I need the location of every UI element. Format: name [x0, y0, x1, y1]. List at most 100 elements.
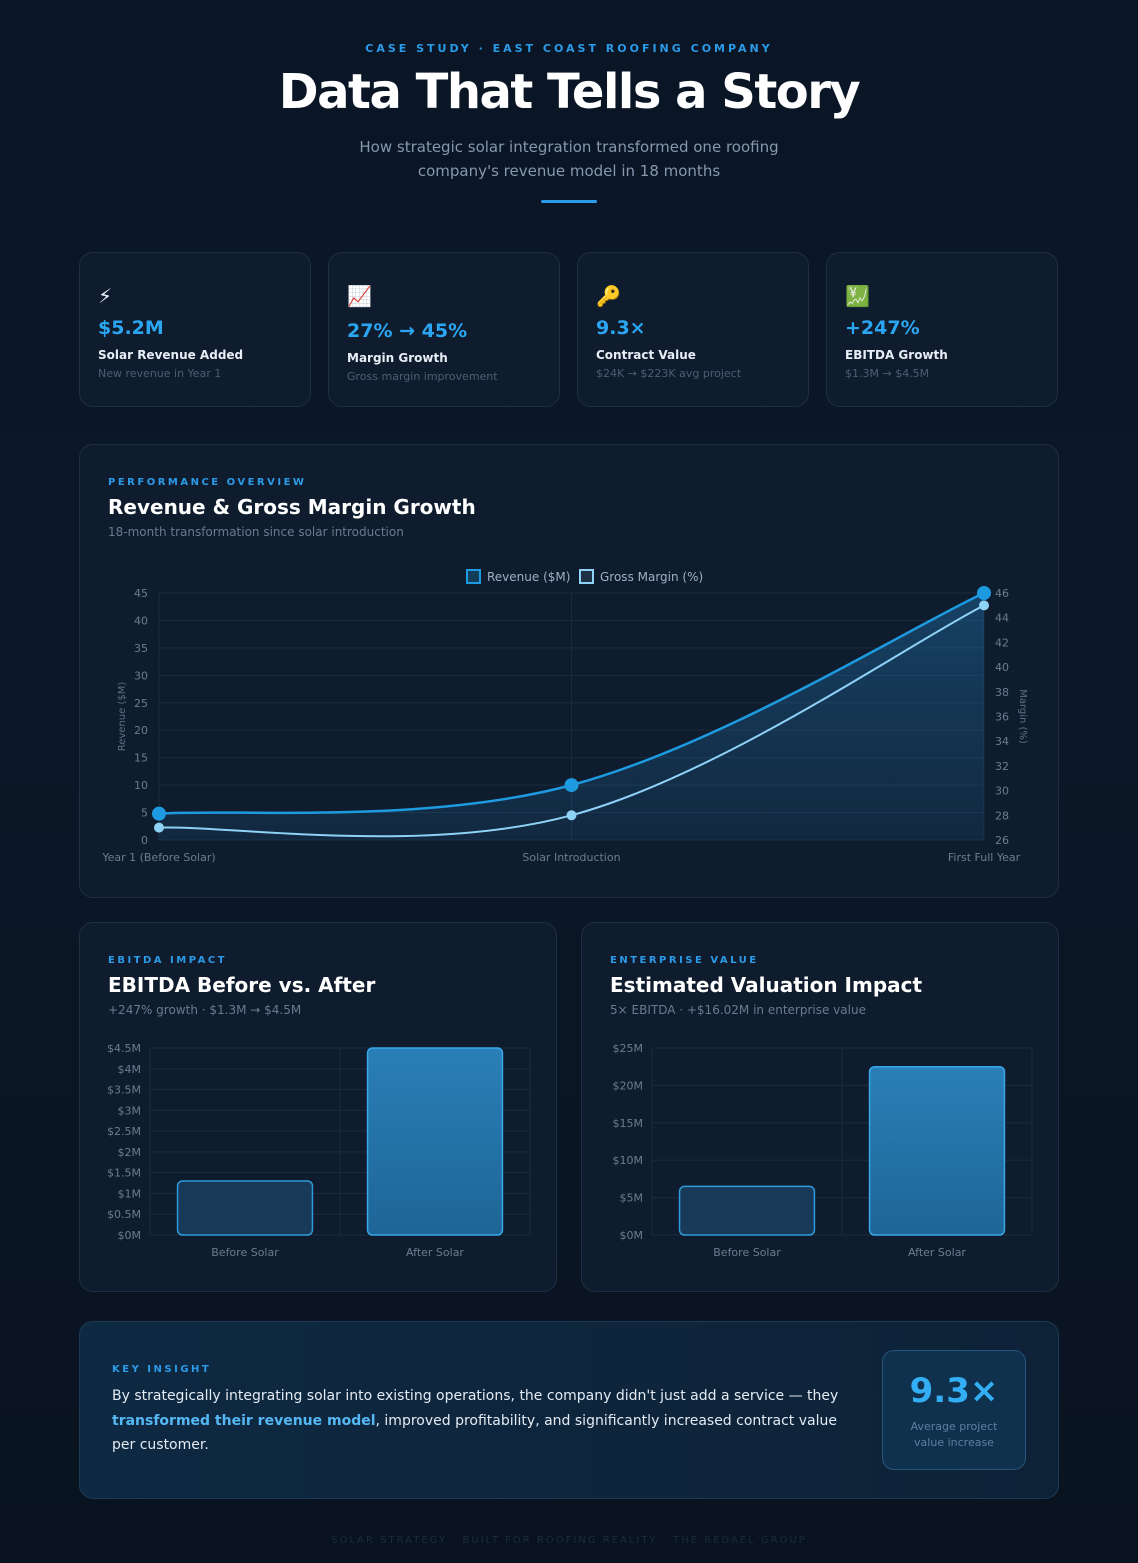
legend-label-revenue: Revenue ($M) [487, 570, 570, 584]
x-tick-label: First Full Year [948, 851, 1021, 864]
stat-label: Contract Value [596, 348, 696, 362]
stat-card-contract-value: 🔑 9.3× Contract Value $24K → $223K avg p… [577, 252, 809, 407]
y-tick-label: 5 [141, 807, 148, 820]
insight-badge: 9.3× Average project value increase [882, 1350, 1026, 1470]
header-divider [541, 200, 597, 203]
y-tick-label: 0 [141, 834, 148, 847]
y2-tick-label: 28 [995, 809, 1009, 822]
y-tick-label: $15M [613, 1117, 644, 1130]
badge-value: 9.3× [909, 1371, 999, 1411]
stat-value: $5.2M [98, 317, 164, 339]
y-tick-label: 10 [134, 779, 148, 792]
revenue-point [564, 778, 579, 793]
key-icon: 🔑 [596, 284, 621, 308]
stat-label: EBITDA Growth [845, 348, 948, 362]
y-tick-label: $4.5M [107, 1042, 141, 1055]
y2-tick-label: 38 [995, 686, 1009, 699]
y2-axis-label: Margin (%) [1017, 689, 1028, 744]
x-tick-label: After Solar [908, 1246, 966, 1259]
y-tick-label: $2M [118, 1146, 142, 1159]
key-insight-card: KEY INSIGHT By strategically integrating… [79, 1321, 1059, 1499]
stat-card-solar-revenue: ⚡ $5.2M Solar Revenue Added New revenue … [79, 252, 311, 407]
y2-tick-label: 34 [995, 735, 1009, 748]
legend-label-margin: Gross Margin (%) [600, 570, 703, 584]
lightning-icon: ⚡ [98, 284, 113, 308]
insight-eyebrow: KEY INSIGHT [112, 1364, 212, 1375]
y-tick-label: 15 [134, 752, 148, 765]
y2-tick-label: 40 [995, 661, 1009, 674]
y-tick-label: $0M [620, 1229, 644, 1242]
y2-tick-label: 26 [995, 834, 1009, 847]
ebitda-card: EBITDA IMPACT EBITDA Before vs. After +2… [79, 922, 557, 1292]
stat-sub: $1.3M → $4.5M [845, 367, 930, 380]
x-tick-label: After Solar [406, 1246, 464, 1259]
insight-highlight: transformed their revenue model [112, 1412, 376, 1429]
margin-point [154, 822, 164, 833]
bar [678, 1185, 816, 1236]
page-subtitle: How strategic solar integration transfor… [359, 138, 779, 180]
y-tick-label: 25 [134, 697, 148, 710]
y-tick-label: $20M [613, 1079, 644, 1092]
y-tick-label: 20 [134, 724, 148, 737]
x-tick-label: Solar Introduction [522, 851, 620, 864]
y-tick-label: $1M [118, 1187, 142, 1200]
y-tick-label: $10M [613, 1154, 644, 1167]
x-tick-label: Before Solar [713, 1246, 781, 1259]
y2-tick-label: 30 [995, 785, 1009, 798]
revenue-point [152, 806, 166, 821]
revenue-area [159, 593, 984, 840]
legend-swatch-margin [579, 569, 594, 584]
stat-card-ebitda-growth: 💹 +247% EBITDA Growth $1.3M → $4.5M [826, 252, 1058, 407]
y-tick-label: $0M [118, 1229, 142, 1242]
section-eyebrow: ENTERPRISE VALUE [610, 955, 759, 966]
insight-text: By strategically integrating solar into … [112, 1384, 852, 1458]
y2-tick-label: 32 [995, 760, 1009, 773]
y-tick-label: 45 [134, 587, 148, 600]
x-tick-label: Year 1 (Before Solar) [101, 851, 215, 864]
section-eyebrow: PERFORMANCE OVERVIEW [108, 477, 307, 488]
revenue-point [977, 586, 991, 600]
y-tick-label: 40 [134, 614, 148, 627]
stat-value: 27% → 45% [347, 320, 468, 342]
insight-text-start: By strategically integrating solar into … [112, 1388, 839, 1404]
y-tick-label: 35 [134, 642, 148, 655]
y2-tick-label: 44 [995, 612, 1009, 625]
y-tick-label: $5M [620, 1192, 644, 1205]
y-tick-label: $2.5M [107, 1125, 141, 1138]
section-title: Estimated Valuation Impact [610, 973, 923, 997]
yen-chart-icon: 💹 [845, 284, 870, 308]
valuation-bar-chart: $0M $5M $10M $15M $20M $25M Before Solar After … [613, 1042, 1033, 1259]
section-subtitle: +247% growth · $1.3M → $4.5M [108, 1003, 302, 1017]
stat-label: Margin Growth [347, 351, 448, 365]
valuation-card: ENTERPRISE VALUE Estimated Valuation Imp… [581, 922, 1059, 1292]
badge-caption: Average project value increase [910, 1420, 998, 1449]
stat-card-margin-growth: 📈 27% → 45% Margin Growth Gross margin i… [328, 252, 560, 407]
revenue-margin-line-chart: 0 5 10 15 20 25 30 35 40 45 26 28 30 32 34 36 38 40 42 44 46… [101, 569, 1028, 864]
y-tick-label: $1.5M [107, 1167, 141, 1180]
footer: SOLAR STRATEGY · BUILT FOR ROOFING REALI… [331, 1535, 807, 1546]
bar [176, 1180, 314, 1236]
section-eyebrow: EBITDA IMPACT [108, 955, 227, 966]
section-title: Revenue & Gross Margin Growth [108, 495, 476, 519]
y-tick-label: $0.5M [107, 1208, 141, 1221]
stat-sub: $24K → $223K avg project [596, 367, 742, 380]
y-tick-label: $4M [118, 1063, 142, 1076]
section-subtitle: 18-month transformation since solar intr… [108, 525, 404, 539]
y-tick-label: $25M [613, 1042, 644, 1055]
y-tick-label: $3M [118, 1104, 142, 1117]
y2-tick-label: 42 [995, 636, 1009, 649]
stat-value: +247% [845, 317, 920, 339]
bar [868, 1065, 1006, 1236]
section-subtitle: 5× EBITDA · +$16.02M in enterprise value [610, 1003, 866, 1017]
legend-swatch-revenue [466, 569, 481, 584]
y2-tick-label: 36 [995, 711, 1009, 724]
section-title: EBITDA Before vs. After [108, 973, 376, 997]
y2-tick-label: 46 [995, 587, 1009, 600]
bar [366, 1047, 504, 1236]
ebitda-bar-chart: $0M $0.5M $1M $1.5M $2M $2.5M $3M $3.5M $4M $4.5M… [107, 1042, 531, 1259]
y-axis-label: Revenue ($M) [117, 682, 128, 752]
x-tick-label: Before Solar [211, 1246, 279, 1259]
page-title: Data That Tells a Story [278, 64, 861, 120]
insight-text-end: , improved profitability, and significan… [112, 1412, 837, 1454]
stat-label: Solar Revenue Added [98, 348, 244, 362]
